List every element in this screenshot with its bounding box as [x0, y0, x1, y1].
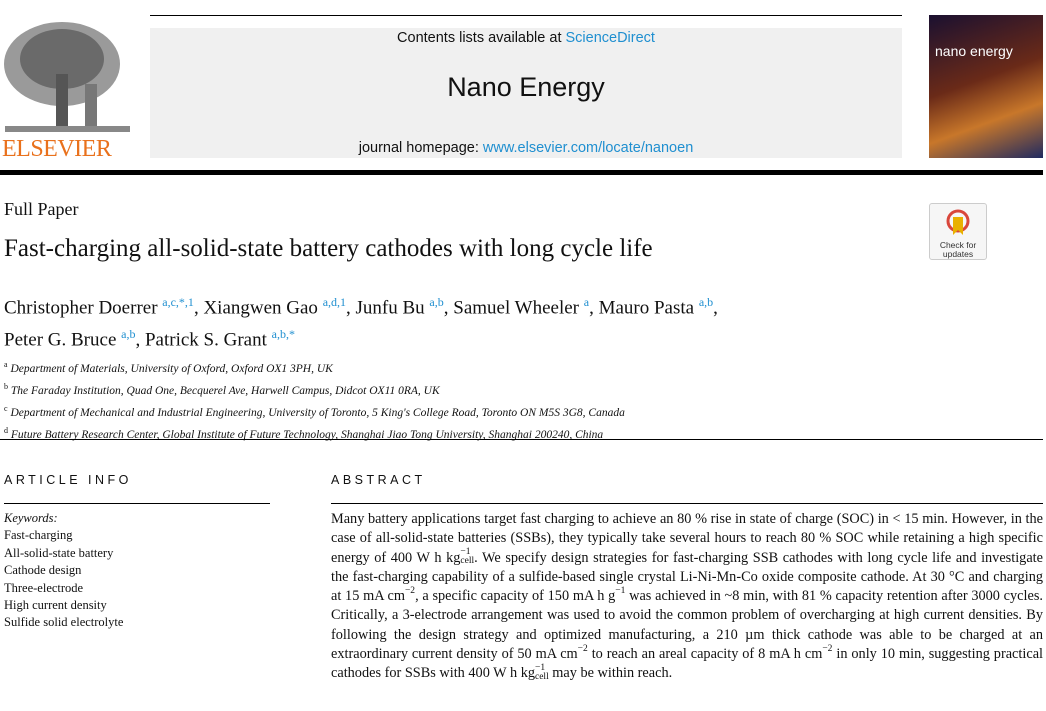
cover-title: nano energy	[935, 43, 1013, 59]
journal-header: Contents lists available at ScienceDirec…	[150, 28, 902, 158]
keyword-item[interactable]: High current density	[4, 598, 107, 613]
author-name: Mauro Pasta	[598, 297, 695, 319]
author-affiliation-link[interactable]: a	[583, 295, 590, 309]
author-affiliation-link[interactable]: a,b	[698, 295, 714, 309]
unit-exponent: −2	[404, 586, 416, 597]
keyword-item[interactable]: Cathode design	[4, 563, 82, 578]
author-separator: ,	[346, 297, 356, 319]
unit-exponent: −2	[577, 644, 588, 655]
journal-homepage-link[interactable]: www.elsevier.com/locate/nanoen	[482, 140, 694, 156]
unit-exponent: −1 cell	[535, 663, 549, 683]
author-separator: ,	[135, 329, 145, 351]
affiliation-key: b	[4, 382, 8, 392]
affiliation-item: a Department of Materials, University of…	[4, 356, 625, 378]
journal-name: Nano Energy	[447, 72, 605, 102]
affiliation-text: Future Battery Research Center, Global I…	[10, 429, 604, 442]
author-list: Christopher Doerrer a,c,*,1, Xiangwen Ga…	[4, 289, 934, 354]
superscript: −2	[822, 644, 833, 655]
divider	[150, 15, 902, 16]
author-name: Xiangwen Gao	[203, 297, 318, 319]
author-affiliation-link[interactable]: a,d,1	[322, 295, 347, 309]
affiliation-text: Department of Mechanical and Industrial …	[10, 407, 625, 420]
abstract-text: Many battery applications target fast ch…	[331, 510, 1043, 684]
author-name: Samuel Wheeler	[453, 297, 579, 319]
unit-exponent: −1 cell	[460, 547, 475, 567]
abstract-segment: . We specify design strategies for fast-…	[331, 549, 1043, 605]
publisher-name: ELSEVIER	[2, 136, 112, 162]
author-name: Patrick S. Grant	[144, 329, 267, 351]
author-affiliation-link[interactable]: a,c,*,1	[162, 295, 194, 309]
keyword-item[interactable]: Sulfide solid electrolyte	[4, 615, 124, 630]
author-separator: ,	[443, 297, 454, 319]
homepage-label: journal homepage:	[358, 140, 483, 156]
journal-cover-image[interactable]: nano energy	[929, 15, 1043, 158]
bookmark-icon	[946, 209, 970, 235]
affiliation-item: c Department of Mechanical and Industria…	[4, 400, 625, 422]
superscript: −1	[615, 586, 626, 597]
author-name: Christopher Doerrer	[4, 297, 158, 319]
elsevier-logo[interactable]: ELSEVIER	[0, 14, 140, 164]
affiliation-item: d Future Battery Research Center, Global…	[4, 422, 625, 444]
check-for-updates-button[interactable]: Check for updates	[929, 203, 987, 260]
affiliation-key: c	[4, 404, 8, 414]
affiliation-key: a	[4, 360, 8, 369]
affiliation-text: Department of Materials, University of O…	[10, 362, 333, 375]
sciencedirect-link[interactable]: ScienceDirect	[565, 30, 655, 46]
author-name: Junfu Bu	[355, 297, 425, 319]
abstract-segment: , a specific capacity of 150 mA h g	[415, 588, 616, 605]
keyword-item[interactable]: All-solid-state battery	[4, 545, 114, 560]
author-separator: ,	[193, 297, 204, 319]
subscript: cell	[460, 556, 475, 567]
superscript: −2	[404, 586, 416, 597]
divider	[4, 503, 270, 504]
keyword-item[interactable]: Three-electrode	[4, 580, 84, 595]
author-separator: ,	[589, 297, 599, 319]
author-affiliation-link[interactable]: a,b	[121, 327, 136, 342]
affiliation-key: d	[4, 426, 8, 436]
keywords-label: Keywords:	[4, 511, 58, 525]
author-affiliation-link[interactable]: a,b,*	[271, 327, 295, 342]
elsevier-tree-icon	[0, 14, 140, 164]
article-info-heading: ARTICLE INFO	[4, 473, 132, 487]
author-name: Peter G. Bruce	[4, 329, 117, 351]
unit-exponent: −1	[615, 586, 626, 597]
abstract-segment: may be within reach.	[548, 665, 673, 682]
keywords-section: Keywords: Fast-charging All-solid-state b…	[4, 510, 123, 632]
contents-label: Contents lists available at	[397, 30, 566, 46]
subscript: cell	[535, 672, 549, 683]
affiliation-item: b The Faraday Institution, Quad One, Bec…	[4, 378, 625, 400]
affiliation-list: a Department of Materials, University of…	[4, 356, 625, 445]
abstract-heading: ABSTRACT	[331, 473, 426, 487]
check-for-updates-label: Check for updates	[939, 240, 977, 259]
affiliation-text: The Faraday Institution, Quad One, Becqu…	[10, 384, 440, 397]
keyword-item[interactable]: Fast-charging	[4, 528, 73, 543]
superscript: −1	[460, 547, 471, 558]
author-separator: ,	[713, 297, 718, 319]
article-type: Full Paper	[4, 199, 79, 219]
superscript: −1	[535, 663, 546, 674]
unit-exponent: −2	[822, 644, 833, 655]
superscript: −2	[577, 644, 588, 655]
divider	[0, 439, 1043, 440]
author-affiliation-link[interactable]: a,b	[429, 295, 444, 309]
divider	[0, 170, 1043, 175]
abstract-segment: Many battery applications target fast ch…	[331, 511, 1043, 566]
abstract-segment: in only 10 min, suggesting practical cat…	[331, 646, 1044, 682]
divider	[331, 503, 1043, 504]
paper-title: Fast-charging all-solid-state battery ca…	[4, 235, 653, 262]
abstract-segment: was achieved in ~8 min, with 81 % capaci…	[331, 588, 1043, 663]
abstract-segment: to reach an areal capacity of 8 mA h cm	[587, 646, 823, 663]
